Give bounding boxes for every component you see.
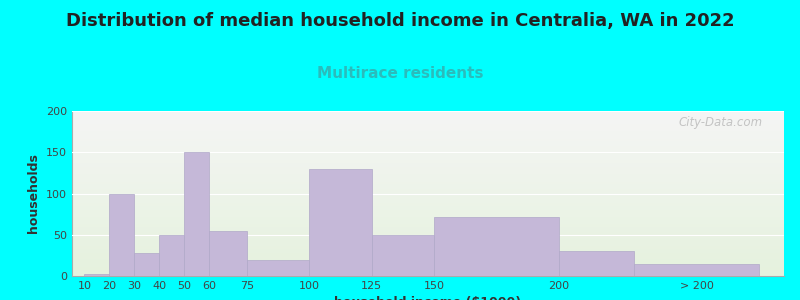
Bar — [372, 235, 434, 276]
Bar — [210, 231, 247, 276]
Bar — [310, 169, 372, 276]
Text: City-Data.com: City-Data.com — [678, 116, 762, 129]
Bar — [247, 260, 310, 276]
Bar — [85, 274, 110, 276]
Bar — [134, 253, 159, 276]
X-axis label: household income ($1000): household income ($1000) — [334, 296, 522, 300]
Bar — [434, 217, 559, 276]
Bar — [185, 152, 210, 276]
Text: Distribution of median household income in Centralia, WA in 2022: Distribution of median household income … — [66, 12, 734, 30]
Bar — [110, 194, 134, 276]
Bar — [559, 251, 634, 276]
Bar — [634, 264, 759, 276]
Y-axis label: households: households — [27, 154, 41, 233]
Text: Multirace residents: Multirace residents — [317, 66, 483, 81]
Bar — [159, 235, 185, 276]
